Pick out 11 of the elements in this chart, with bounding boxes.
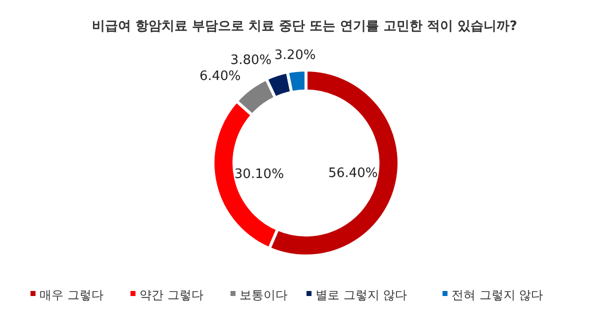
chart-title: 비급여 항암치료 부담으로 치료 중단 또는 연기를 고민한 적이 있습니까?: [92, 19, 518, 34]
data-label: 3.20%: [274, 48, 316, 64]
legend-label: 약간 그렇다: [140, 288, 204, 302]
legend-label: 별로 그렇지 않다: [316, 288, 408, 302]
legend-label: 보통이다: [240, 288, 288, 302]
legend-label: 매우 그렇다: [40, 288, 104, 302]
legend-label: 전혀 그렇지 않다: [452, 288, 544, 302]
data-label: 3.80%: [230, 53, 272, 68]
data-label: 56.40%: [328, 166, 378, 182]
data-label: 30.10%: [234, 166, 284, 182]
data-label: 6.40%: [199, 69, 241, 84]
